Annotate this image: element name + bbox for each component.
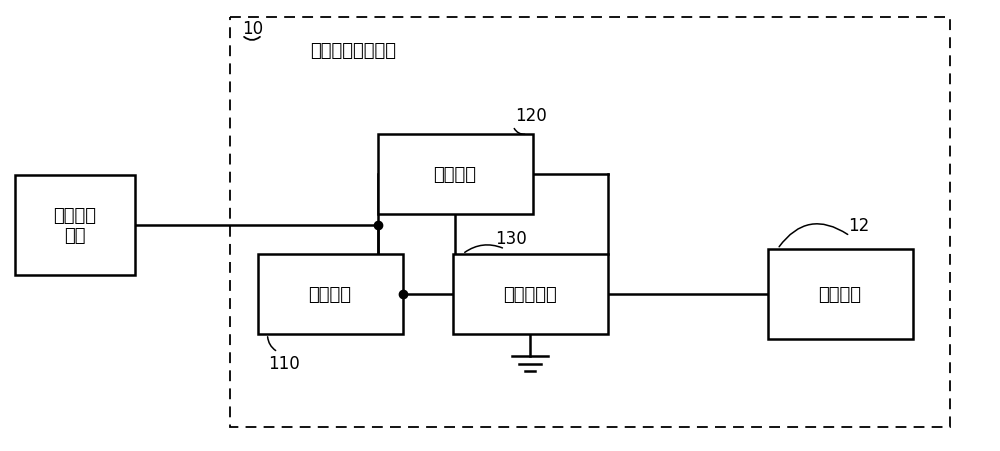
Bar (230, 18, 950, 427)
Text: 12: 12 (848, 216, 869, 235)
Bar (768, 249, 912, 339)
Text: 迟滞电路: 迟滞电路 (818, 285, 862, 304)
Bar (378, 135, 532, 215)
Bar (452, 254, 608, 334)
Text: 130: 130 (495, 230, 527, 248)
Text: 分压电路: 分压电路 (308, 285, 352, 304)
Text: 电压输入检测模块: 电压输入检测模块 (310, 42, 396, 60)
Text: 120: 120 (515, 107, 547, 125)
Text: 110: 110 (268, 354, 300, 372)
Text: 开关电路: 开关电路 (434, 166, 477, 184)
Text: 10: 10 (242, 20, 263, 38)
Bar (258, 254, 402, 334)
Text: 基准稳压器: 基准稳压器 (503, 285, 557, 304)
Bar (15, 175, 135, 276)
Text: 外部输入
电源: 外部输入 电源 (54, 206, 96, 245)
